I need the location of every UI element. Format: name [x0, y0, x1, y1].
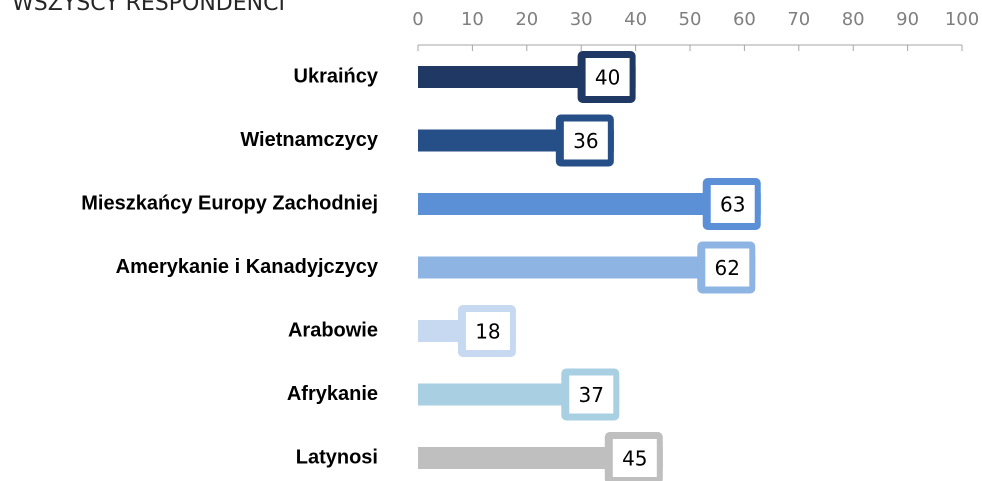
label-inner: [585, 58, 630, 96]
x-tick-label: 70: [787, 9, 810, 30]
category-label: Latynosi: [296, 446, 378, 468]
x-tick-label: 100: [945, 9, 979, 30]
x-tick-label: 80: [842, 9, 865, 30]
x-tick-label: 50: [679, 9, 702, 30]
label-inner: [465, 312, 510, 350]
value-label: 37: [579, 383, 604, 407]
label-inner: [705, 248, 750, 287]
category-label: Mieszkańcy Europy Zachodniej: [81, 192, 378, 214]
bar: [418, 256, 756, 279]
category-label: Ukraińcy: [294, 65, 379, 87]
label-inner: [612, 439, 657, 477]
label-inner: [563, 121, 608, 160]
bar: [418, 193, 761, 215]
value-label: 36: [573, 129, 598, 153]
label-inner: [569, 375, 614, 414]
x-tick-label: 10: [461, 9, 484, 30]
value-label: 62: [715, 256, 740, 280]
value-label: 40: [595, 66, 620, 90]
x-tick-label: 90: [896, 9, 919, 30]
category-label: Amerykanie i Kanadyjczycy: [116, 256, 379, 278]
x-tick-label: 0: [412, 9, 423, 30]
category-label: Afrykanie: [287, 383, 378, 405]
label-inner: [710, 185, 755, 223]
value-label: 63: [720, 193, 745, 217]
category-label: Arabowie: [288, 319, 378, 341]
value-label: 45: [622, 447, 647, 471]
category-label: Wietnamczycy: [240, 129, 379, 151]
value-label: 18: [475, 320, 500, 344]
bar: [418, 447, 663, 469]
chart-title: WSZYSCY RESPONDENCI: [12, 0, 285, 16]
x-tick-label: 40: [624, 9, 647, 30]
x-tick-label: 60: [733, 9, 756, 30]
x-tick-label: 30: [570, 9, 593, 30]
x-tick-label: 20: [515, 9, 538, 30]
